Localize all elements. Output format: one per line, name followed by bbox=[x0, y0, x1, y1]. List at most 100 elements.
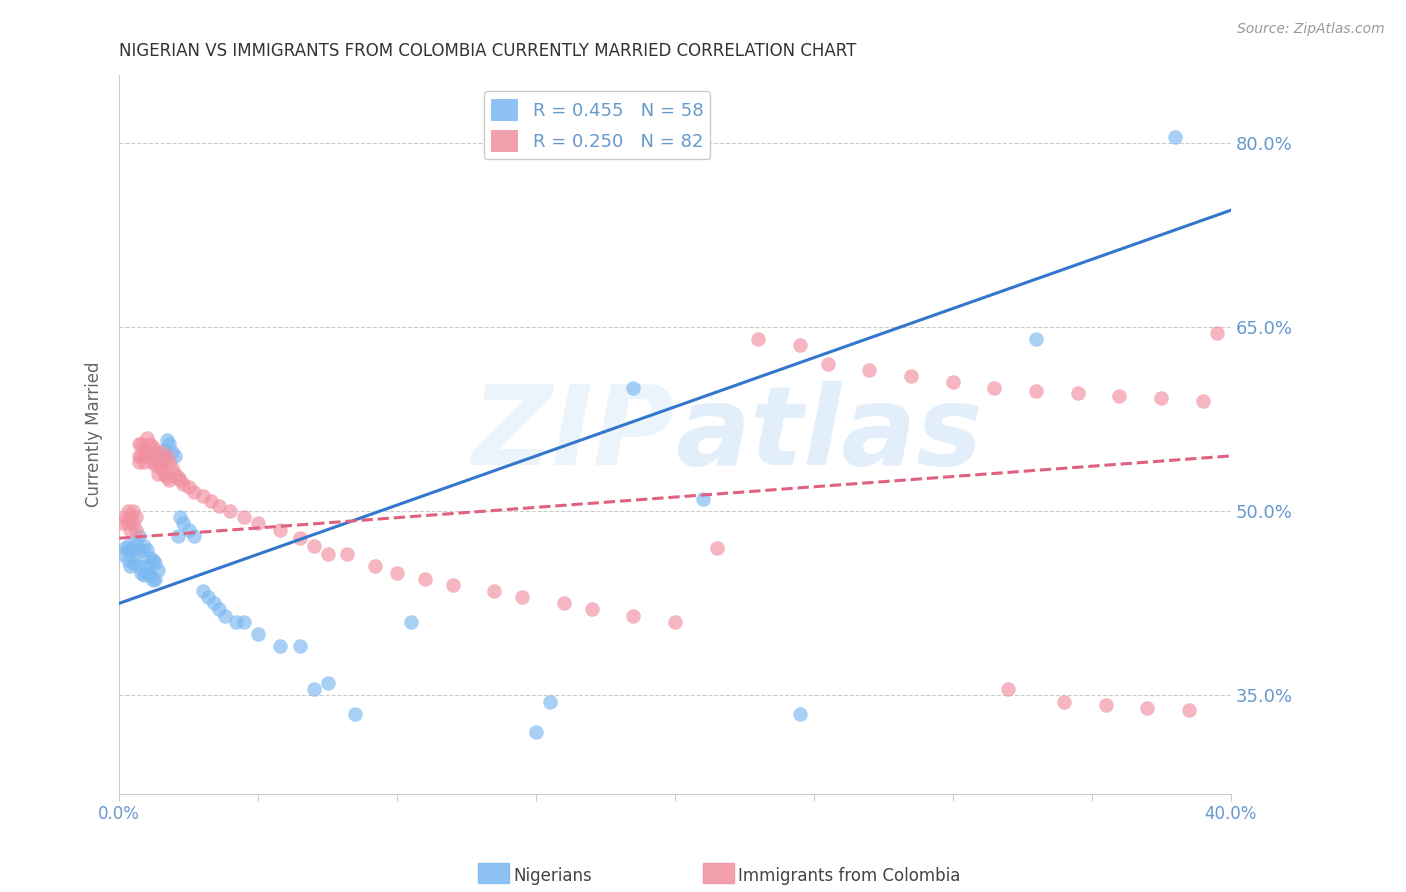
Point bbox=[131, 566, 153, 580]
Point bbox=[510, 590, 533, 604]
Point bbox=[142, 573, 165, 587]
Point bbox=[152, 442, 174, 457]
Point bbox=[1025, 384, 1047, 398]
Point bbox=[413, 572, 436, 586]
Point bbox=[128, 529, 150, 543]
Point bbox=[1178, 703, 1201, 717]
Point bbox=[155, 449, 177, 463]
Point bbox=[134, 442, 156, 457]
Point bbox=[120, 510, 142, 524]
Point bbox=[136, 430, 159, 444]
Point bbox=[117, 516, 139, 531]
Point bbox=[858, 363, 880, 377]
Point bbox=[538, 695, 561, 709]
Point bbox=[997, 682, 1019, 697]
Point bbox=[233, 615, 256, 629]
Point bbox=[789, 706, 811, 721]
Point bbox=[125, 550, 148, 565]
Point bbox=[136, 543, 159, 558]
Point bbox=[146, 563, 169, 577]
Point bbox=[142, 455, 165, 469]
Point bbox=[747, 332, 769, 346]
Text: Nigerians: Nigerians bbox=[513, 867, 592, 885]
Point bbox=[111, 547, 134, 561]
Point bbox=[191, 584, 214, 599]
Point bbox=[131, 543, 153, 558]
Point bbox=[942, 376, 965, 390]
Point bbox=[1108, 389, 1130, 403]
Point bbox=[553, 596, 575, 610]
Point bbox=[1136, 700, 1159, 714]
Point bbox=[177, 523, 200, 537]
Point bbox=[120, 559, 142, 574]
Text: ZIP: ZIP bbox=[471, 381, 675, 488]
Point bbox=[139, 568, 162, 582]
Point bbox=[139, 436, 162, 450]
Point bbox=[364, 559, 387, 574]
Point bbox=[581, 602, 603, 616]
Point bbox=[136, 566, 159, 580]
Point bbox=[128, 436, 150, 450]
Point bbox=[122, 516, 145, 531]
Point bbox=[134, 455, 156, 469]
Point bbox=[1150, 391, 1173, 405]
Point bbox=[183, 484, 205, 499]
Point bbox=[247, 516, 270, 531]
Point bbox=[288, 640, 311, 654]
Point bbox=[1025, 332, 1047, 346]
Point bbox=[145, 556, 167, 570]
Point bbox=[128, 449, 150, 463]
Point bbox=[191, 490, 214, 504]
Point bbox=[131, 436, 153, 450]
Point bbox=[134, 539, 156, 553]
Point bbox=[621, 381, 644, 395]
Point bbox=[692, 491, 714, 506]
Point bbox=[128, 455, 150, 469]
Point bbox=[136, 445, 159, 459]
Point bbox=[146, 455, 169, 469]
Point bbox=[621, 608, 644, 623]
Point bbox=[111, 516, 134, 531]
Point bbox=[142, 553, 165, 567]
Point bbox=[166, 529, 188, 543]
Point bbox=[142, 440, 165, 454]
Point bbox=[169, 474, 191, 488]
Text: atlas: atlas bbox=[675, 381, 983, 488]
Point bbox=[269, 523, 291, 537]
Point bbox=[1067, 386, 1090, 401]
Point bbox=[149, 455, 172, 469]
Point bbox=[316, 676, 339, 690]
Point bbox=[344, 706, 367, 721]
Text: Immigrants from Colombia: Immigrants from Colombia bbox=[738, 867, 960, 885]
Point bbox=[169, 510, 191, 524]
Point bbox=[1191, 393, 1213, 408]
Point bbox=[399, 615, 422, 629]
Point bbox=[157, 455, 180, 469]
Point bbox=[706, 541, 728, 555]
Point bbox=[789, 338, 811, 352]
Point bbox=[900, 369, 922, 384]
Point bbox=[157, 436, 180, 450]
Point bbox=[149, 445, 172, 459]
Point bbox=[145, 572, 167, 586]
Point bbox=[155, 470, 177, 484]
Point bbox=[139, 550, 162, 565]
Point bbox=[125, 535, 148, 549]
Point bbox=[202, 596, 225, 610]
Point bbox=[1053, 695, 1076, 709]
Point bbox=[172, 477, 194, 491]
Point bbox=[817, 357, 839, 371]
Point bbox=[155, 433, 177, 447]
Point bbox=[233, 510, 256, 524]
Point bbox=[225, 615, 247, 629]
Point bbox=[385, 566, 408, 580]
Text: Source: ZipAtlas.com: Source: ZipAtlas.com bbox=[1237, 22, 1385, 37]
Point bbox=[128, 559, 150, 574]
Point bbox=[139, 449, 162, 463]
Point bbox=[269, 640, 291, 654]
Point bbox=[117, 539, 139, 553]
Point bbox=[177, 480, 200, 494]
Point bbox=[441, 578, 464, 592]
Point bbox=[172, 516, 194, 531]
Point bbox=[316, 547, 339, 561]
